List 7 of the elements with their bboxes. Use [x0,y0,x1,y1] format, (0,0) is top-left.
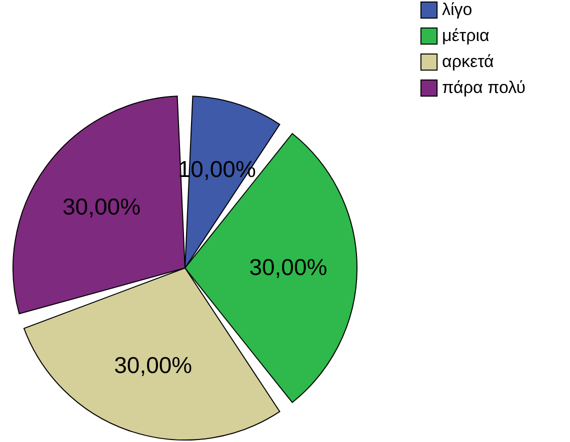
data-label: 30,00% [62,193,141,220]
legend-label: μέτρια [442,26,490,45]
legend-label: λίγο [442,0,472,19]
data-label: 30,00% [114,352,192,378]
legend-label: αρκετά [442,52,494,71]
legend-label: πάρα πολύ [442,78,526,97]
data-label: 30,00% [249,254,328,280]
